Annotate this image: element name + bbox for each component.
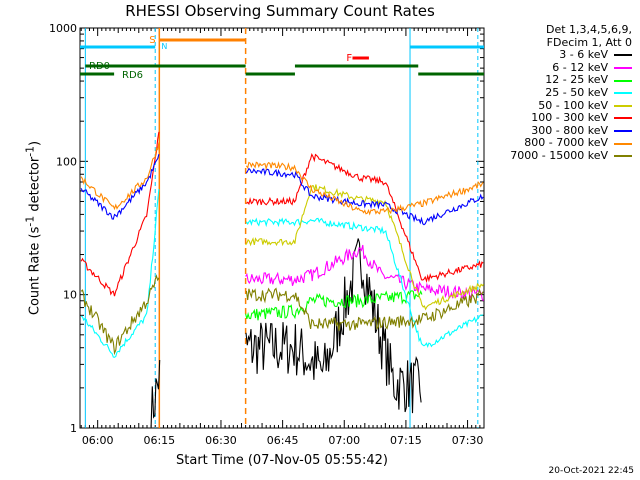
legend-swatch (614, 142, 632, 145)
legend-item: 800 - 7000 keV (480, 137, 632, 150)
legend-item: 25 - 50 keV (480, 85, 632, 100)
legend-label: 50 - 100 keV (538, 98, 608, 112)
series-line (80, 142, 484, 216)
legend-swatch (614, 155, 632, 158)
annotation-label: RD6 (122, 70, 143, 81)
x-tick-label: 07:15 (390, 434, 422, 447)
series-line (245, 244, 484, 302)
legend-swatch (614, 92, 632, 95)
annotation-label: N (161, 42, 167, 51)
legend-swatch (614, 54, 632, 57)
legend-label: 300 - 800 keV (531, 123, 608, 137)
generation-timestamp: 20-Oct-2021 22:45 (548, 466, 634, 476)
series-line (80, 274, 484, 356)
legend-swatch (614, 117, 632, 120)
y-tick-label: 1000 (49, 22, 77, 35)
legend-item: 6 - 12 keV (480, 60, 632, 75)
y-axis-label: Count Rate (s-1 detector-1) (23, 140, 43, 316)
x-tick-label: 06:00 (82, 434, 114, 447)
legend-item: 300 - 800 keV (480, 123, 632, 138)
x-axis-label: Start Time (07-Nov-05 05:55:42) (176, 453, 388, 468)
x-tick-label: 07:30 (452, 434, 484, 447)
legend-item: 3 - 6 keV (480, 49, 632, 62)
annotation-label: S (149, 35, 155, 46)
legend-swatch (614, 79, 632, 82)
y-tick-label: 100 (56, 155, 77, 168)
x-tick-label: 06:45 (267, 434, 299, 447)
legend-label: 100 - 300 keV (531, 111, 608, 125)
series-line (245, 184, 485, 311)
annotation-label: RD0 (89, 61, 110, 72)
series-line (80, 154, 484, 226)
y-tick-label: 1 (70, 422, 77, 435)
legend-label: 12 - 25 keV (545, 73, 608, 87)
legend-label: 800 - 7000 keV (524, 136, 608, 150)
legend-label: 6 - 12 keV (552, 60, 608, 74)
legend-swatch (614, 130, 632, 133)
series-line (80, 189, 484, 358)
plot-frame (79, 27, 485, 429)
series-line (80, 131, 484, 297)
annotation-label: F (346, 53, 352, 64)
legend-header-line: Det 1,3,4,5,6,9, (545, 23, 632, 36)
x-tick-label: 07:00 (328, 434, 360, 447)
legend-swatch (614, 67, 632, 70)
series-line (150, 238, 422, 428)
legend-label: 7000 - 15000 keV (510, 148, 608, 162)
chart-title: RHESSI Observing Summary Count Rates (125, 2, 435, 20)
legend-item: 50 - 100 keV (480, 98, 632, 113)
legend: Det 1,3,4,5,6,9, FDecim 1, Att 0 3 - 6 k… (480, 23, 632, 163)
legend-item: 7000 - 15000 keV (480, 148, 632, 163)
legend-label: 25 - 50 keV (545, 85, 608, 99)
x-tick-label: 06:15 (143, 434, 175, 447)
legend-item: 12 - 25 keV (480, 74, 632, 87)
legend-item: 100 - 300 keV (480, 112, 632, 125)
y-tick-label: 10 (63, 289, 77, 302)
x-tick-label: 06:30 (205, 434, 237, 447)
series-line (245, 290, 423, 321)
legend-swatch (614, 104, 632, 107)
legend-header-line: FDecim 1, Att 0 (546, 35, 632, 49)
legend-label: 3 - 6 keV (559, 48, 608, 62)
